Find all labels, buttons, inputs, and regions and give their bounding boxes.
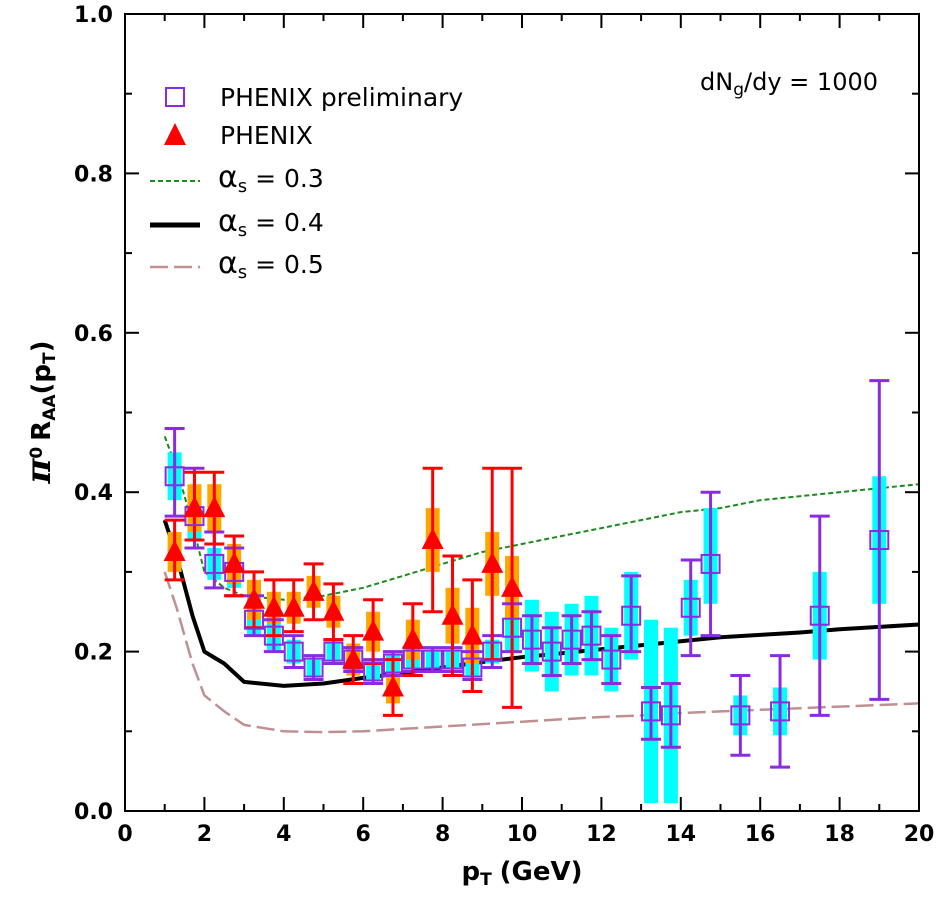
systematic-bands-layer [167, 452, 887, 804]
legend-marker-phenix [164, 123, 186, 145]
preliminary-point [204, 553, 225, 574]
phenix-point [381, 675, 404, 697]
phenix-point [223, 551, 246, 573]
phenix-point [461, 623, 484, 645]
phenix-point [183, 496, 206, 518]
legend-label-alpha03: αs = 0.3 [218, 160, 324, 197]
preliminary-point [621, 605, 642, 626]
x-axis-title: pT (GeV) [461, 857, 582, 890]
curves-layer [162, 436, 920, 734]
phenix-point [243, 587, 266, 609]
preliminary-point [164, 466, 185, 487]
preliminary-point [502, 617, 523, 638]
phenix-point [203, 496, 226, 518]
x-tick-label: 2 [197, 822, 212, 847]
preliminary-point [561, 629, 582, 650]
phenix-point [342, 647, 365, 669]
preliminary-point [660, 705, 681, 726]
preliminary-point [680, 597, 701, 618]
legend-label-alpha04: αs = 0.4 [218, 204, 324, 241]
markers-layer [163, 466, 890, 726]
phenix-point [302, 579, 325, 601]
x-tick-label: 0 [117, 822, 132, 847]
x-tick-label: 6 [356, 822, 371, 847]
preliminary-point [541, 641, 562, 662]
y-tick-label: 0.8 [74, 162, 113, 187]
x-tick-label: 16 [745, 822, 776, 847]
legend: PHENIX preliminary PHENIX αs = 0.3 αs = … [150, 83, 463, 283]
legend-label-alpha05: αs = 0.5 [218, 246, 324, 283]
phenix-point [421, 528, 444, 550]
preliminary-point [770, 701, 791, 722]
legend-label-phenix: PHENIX [220, 121, 313, 150]
ticks-layer: 0 2 4 6 8 10 12 14 16 18 20 0.0 0.2 0.4 0.6 0.8 1.0 [74, 3, 934, 847]
density-annotation: dNg/dy = 1000 [700, 68, 878, 100]
y-tick-label: 1.0 [74, 3, 113, 28]
preliminary-point [283, 641, 304, 662]
preliminary-point [641, 701, 662, 722]
phenix-point [501, 575, 524, 597]
preliminary-point [730, 705, 751, 726]
preliminary-point [303, 657, 324, 678]
preliminary-point [422, 649, 443, 670]
phenix-point [282, 595, 305, 617]
phenix-point [163, 539, 186, 561]
preliminary-point [263, 625, 284, 646]
preliminary-point [442, 649, 463, 670]
preliminary-point [869, 530, 890, 551]
x-tick-label: 12 [586, 822, 617, 847]
preliminary-point [482, 641, 503, 662]
preliminary-point [402, 649, 423, 670]
phenix-point [262, 595, 285, 617]
phenix-point [362, 619, 385, 641]
error-bars-layer [164, 379, 890, 769]
x-tick-label: 8 [435, 822, 450, 847]
x-tick-label: 10 [507, 822, 538, 847]
preliminary-point [601, 649, 622, 670]
x-tick-label: 4 [276, 822, 291, 847]
y-tick-label: 0.6 [74, 322, 113, 347]
phenix-point [401, 627, 424, 649]
preliminary-point [323, 641, 344, 662]
x-tick-label: 18 [824, 822, 855, 847]
y-tick-label: 0.4 [74, 481, 113, 506]
phenix-point [481, 551, 504, 573]
x-tick-label: 20 [904, 822, 935, 847]
preliminary-point [382, 653, 403, 674]
preliminary-point [809, 605, 830, 626]
preliminary-point [581, 625, 602, 646]
x-tick-label: 14 [665, 822, 696, 847]
preliminary-point [244, 609, 265, 630]
preliminary-point [363, 661, 384, 682]
y-axis-title: π0RAA(pT) [19, 340, 60, 484]
y-tick-label: 0.2 [74, 641, 113, 666]
phenix-point [322, 599, 345, 621]
legend-label-preliminary: PHENIX preliminary [220, 83, 463, 112]
phenix-point [441, 603, 464, 625]
y-tick-label: 0.0 [74, 800, 113, 825]
preliminary-point [700, 553, 721, 574]
preliminary-point [521, 629, 542, 650]
curve-alpha-0.3 [163, 436, 920, 601]
legend-marker-preliminary [165, 87, 185, 107]
preliminary-point [462, 657, 483, 678]
